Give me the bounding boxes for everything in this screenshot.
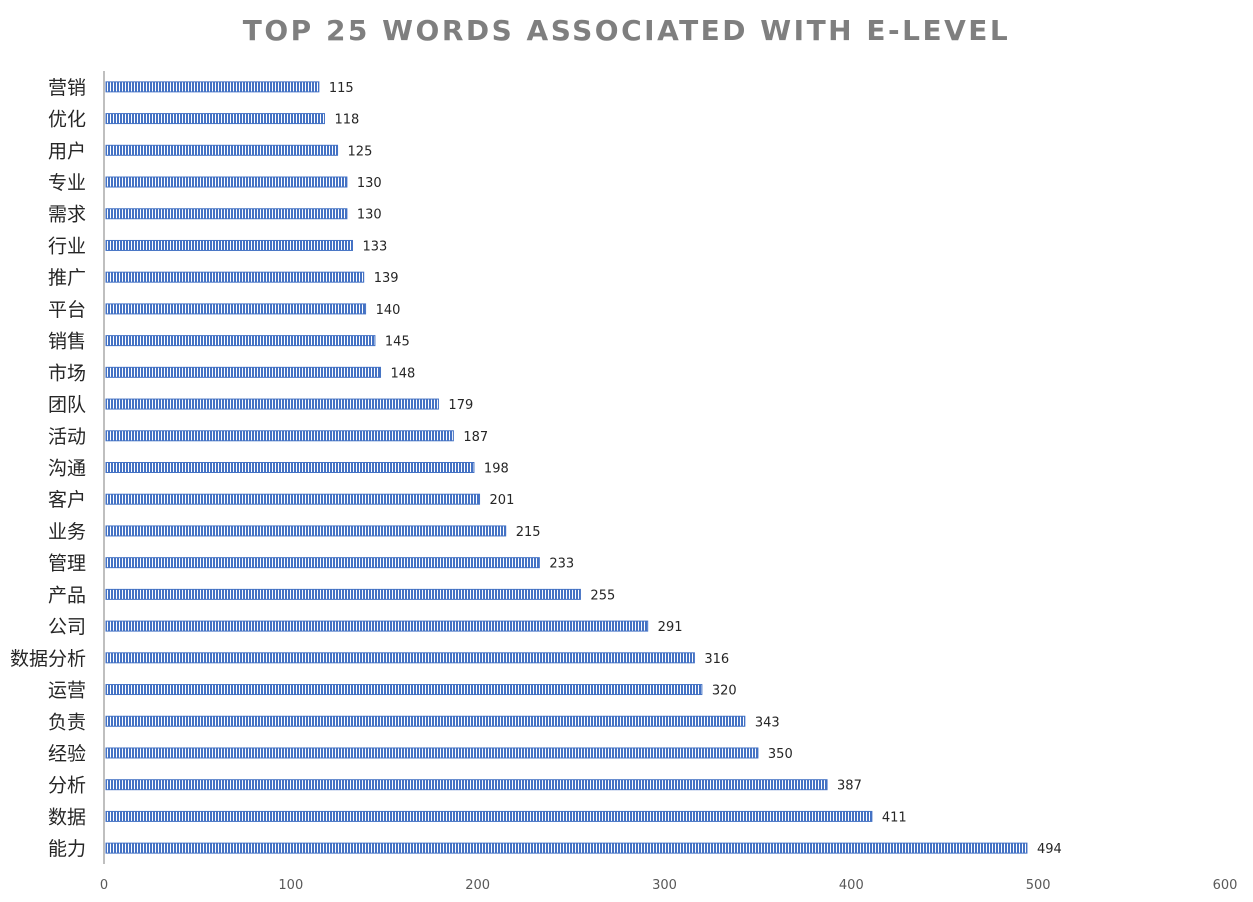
category-label: 销售 bbox=[48, 331, 86, 353]
data-label: 145 bbox=[385, 335, 410, 350]
category-label: 负责 bbox=[48, 711, 86, 733]
x-tick-label: 100 bbox=[278, 878, 303, 893]
bar bbox=[105, 113, 325, 125]
bar bbox=[105, 684, 703, 696]
category-label: 团队 bbox=[48, 394, 86, 416]
data-label: 198 bbox=[484, 462, 509, 477]
bar bbox=[105, 366, 382, 378]
data-label: 215 bbox=[516, 525, 541, 540]
category-label: 需求 bbox=[48, 204, 86, 226]
bar bbox=[105, 239, 353, 251]
category-label: 沟通 bbox=[48, 458, 86, 480]
bar bbox=[105, 81, 320, 93]
data-label: 316 bbox=[704, 652, 729, 667]
category-label: 营销 bbox=[48, 77, 86, 99]
bar bbox=[105, 779, 828, 791]
bar bbox=[105, 144, 339, 156]
category-label: 客户 bbox=[48, 489, 86, 511]
data-label: 179 bbox=[448, 398, 473, 413]
x-tick-label: 600 bbox=[1213, 878, 1238, 893]
bar bbox=[105, 652, 695, 664]
bar bbox=[105, 525, 507, 537]
x-tick-label: 200 bbox=[465, 878, 490, 893]
data-label: 255 bbox=[590, 588, 615, 603]
category-label: 市场 bbox=[48, 362, 86, 384]
data-label: 233 bbox=[549, 557, 574, 572]
x-tick-label: 500 bbox=[1026, 878, 1051, 893]
bar bbox=[105, 398, 439, 410]
bar bbox=[105, 557, 540, 569]
category-label: 能力 bbox=[48, 838, 86, 860]
bar bbox=[105, 493, 481, 505]
data-label: 350 bbox=[768, 747, 793, 762]
chart-title: TOP 25 WORDS ASSOCIATED WITH E-LEVEL bbox=[242, 14, 1011, 47]
x-tick-label: 300 bbox=[652, 878, 677, 893]
bar bbox=[105, 715, 746, 727]
data-label: 291 bbox=[658, 620, 683, 635]
data-label: 387 bbox=[837, 779, 862, 794]
x-tick-label: 0 bbox=[100, 878, 108, 893]
data-label: 133 bbox=[362, 239, 387, 254]
category-label: 活动 bbox=[48, 426, 86, 448]
bar bbox=[105, 176, 348, 188]
data-label: 494 bbox=[1037, 842, 1062, 857]
bar bbox=[105, 810, 873, 822]
category-label: 数据 bbox=[48, 806, 86, 828]
category-label: 优化 bbox=[48, 109, 86, 131]
category-label: 业务 bbox=[48, 521, 86, 543]
bar bbox=[105, 747, 759, 759]
data-label: 201 bbox=[490, 493, 515, 508]
category-label: 推广 bbox=[48, 267, 86, 289]
x-tick-label: 400 bbox=[839, 878, 864, 893]
category-label: 专业 bbox=[48, 172, 86, 194]
bar bbox=[105, 208, 348, 220]
bar bbox=[105, 430, 454, 442]
data-label: 125 bbox=[348, 144, 373, 159]
data-label: 115 bbox=[329, 81, 354, 96]
data-label: 130 bbox=[357, 176, 382, 191]
bar bbox=[105, 620, 649, 632]
data-label: 343 bbox=[755, 715, 780, 730]
category-label: 数据分析 bbox=[10, 648, 86, 670]
bar bbox=[105, 462, 475, 473]
category-label: 用户 bbox=[48, 140, 86, 162]
data-label: 139 bbox=[374, 271, 399, 286]
data-label: 187 bbox=[463, 430, 488, 445]
bar bbox=[105, 842, 1028, 854]
category-label: 分析 bbox=[48, 775, 86, 797]
data-label: 148 bbox=[391, 366, 416, 381]
data-label: 320 bbox=[712, 684, 737, 699]
data-label: 130 bbox=[357, 208, 382, 223]
category-label: 公司 bbox=[48, 616, 86, 638]
category-label: 运营 bbox=[48, 680, 86, 702]
category-label: 经验 bbox=[48, 743, 86, 765]
bar bbox=[105, 335, 376, 347]
category-label: 平台 bbox=[48, 299, 86, 321]
category-label: 管理 bbox=[48, 553, 86, 575]
category-label: 行业 bbox=[48, 235, 86, 257]
data-label: 411 bbox=[882, 810, 907, 825]
data-label: 140 bbox=[376, 303, 401, 318]
bar bbox=[105, 588, 581, 600]
bar bbox=[105, 271, 365, 283]
data-label: 118 bbox=[334, 113, 359, 128]
category-label: 产品 bbox=[48, 584, 86, 606]
bar bbox=[105, 303, 367, 315]
